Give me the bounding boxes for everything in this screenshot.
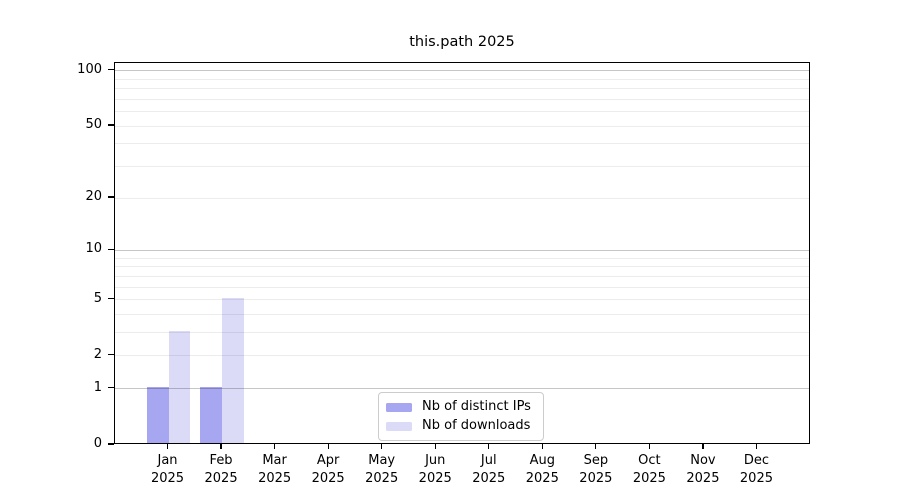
y-gridline-7	[115, 275, 809, 277]
x-tick-label-nov: Nov 2025	[671, 452, 735, 487]
x-tick-month: Apr	[316, 453, 340, 468]
x-tick-year: 2025	[258, 470, 292, 486]
y-gridline-4	[115, 313, 809, 315]
y-gridline-50	[115, 125, 809, 127]
y-gridline-10	[115, 249, 809, 251]
x-tick-label-jul: Jul 2025	[457, 452, 521, 487]
y-gridline-70	[115, 98, 809, 100]
x-tick-label-sep: Sep 2025	[564, 452, 628, 487]
x-tick-month: Jul	[480, 453, 497, 468]
x-tick-month: Oct	[638, 453, 661, 468]
x-tick-year: 2025	[311, 470, 345, 486]
x-tick-label-mar: Mar 2025	[243, 452, 307, 487]
y-gridline-3	[115, 332, 809, 334]
y-tick-mark-0	[108, 443, 114, 445]
x-tick-year: 2025	[525, 470, 559, 486]
y-tick-label-5: 5	[93, 290, 102, 306]
x-tick-label-dec: Dec 2025	[724, 452, 788, 487]
x-tick-mark-apr	[327, 444, 329, 449]
bar-downloads-jan	[168, 330, 191, 443]
plot-area	[114, 62, 810, 444]
y-tick-label-0: 0	[93, 436, 102, 451]
x-tick-mark-feb	[220, 444, 222, 449]
y-tick-mark-20	[108, 196, 114, 198]
y-tick-mark-50	[108, 124, 114, 126]
y-gridline-100	[115, 70, 809, 72]
y-gridline-20	[115, 197, 809, 199]
y-tick-mark-5	[108, 298, 114, 300]
x-tick-label-jun: Jun 2025	[403, 452, 467, 487]
x-tick-label-apr: Apr 2025	[296, 452, 360, 487]
x-tick-mark-jan	[166, 444, 169, 449]
x-tick-year: 2025	[472, 470, 506, 486]
y-tick-label-100: 100	[77, 61, 102, 77]
x-tick-mark-jul	[488, 444, 490, 449]
y-gridline-9	[115, 257, 809, 259]
x-tick-label-jan: Jan 2025	[136, 452, 200, 487]
y-gridline-80	[115, 87, 809, 89]
x-tick-year: 2025	[632, 470, 666, 486]
y-gridline-6	[115, 286, 809, 288]
y-gridline-2	[115, 355, 809, 357]
x-tick-month: Nov	[690, 453, 716, 468]
x-tick-year: 2025	[150, 470, 185, 486]
y-tick-label-10: 10	[85, 241, 102, 257]
chart-title: this.path 2025	[409, 34, 515, 50]
y-tick-label-1: 1	[93, 379, 102, 395]
x-tick-year: 2025	[579, 470, 613, 486]
x-tick-month: Jan	[157, 453, 178, 468]
x-tick-month: Dec	[743, 453, 770, 468]
x-tick-year: 2025	[418, 470, 452, 486]
x-tick-year: 2025	[204, 470, 238, 486]
legend-swatch-distinct-ips	[386, 402, 412, 412]
bar-downloads-feb	[222, 297, 244, 443]
x-tick-label-may: May 2025	[350, 452, 414, 487]
y-gridline-30	[115, 165, 809, 167]
y-tick-mark-100	[108, 68, 114, 71]
y-gridline-40	[115, 143, 809, 145]
legend-label-downloads: Nb of downloads	[422, 418, 531, 433]
y-tick-mark-10	[108, 248, 114, 251]
x-tick-label-oct: Oct 2025	[617, 452, 681, 487]
y-gridline-90	[115, 78, 809, 80]
x-tick-month: Sep	[583, 453, 609, 468]
x-tick-month: Mar	[262, 453, 287, 468]
x-tick-label-feb: Feb 2025	[189, 452, 253, 487]
x-tick-mark-sep	[595, 444, 597, 449]
x-tick-year: 2025	[739, 470, 773, 486]
legend-label-distinct-ips: Nb of distinct IPs	[422, 399, 531, 414]
x-tick-mark-nov	[702, 444, 704, 449]
legend-item-distinct-ips: Nb of distinct IPs	[386, 399, 536, 415]
x-tick-month: Jun	[425, 453, 446, 468]
x-tick-month: Aug	[529, 453, 555, 468]
y-tick-mark-2	[108, 354, 114, 356]
y-tick-mark-1	[108, 387, 114, 389]
bar-distinct-ips-jan	[146, 386, 169, 443]
x-tick-year: 2025	[365, 470, 399, 486]
x-tick-label-aug: Aug 2025	[510, 452, 574, 487]
y-gridline-8	[115, 266, 809, 268]
x-tick-month: Feb	[209, 453, 233, 468]
x-tick-mark-jun	[434, 444, 436, 449]
y-tick-label-20: 20	[85, 189, 102, 204]
legend-swatch-downloads	[386, 421, 412, 431]
y-tick-label-2: 2	[93, 346, 102, 362]
x-tick-mark-aug	[541, 444, 543, 449]
y-gridline-60	[115, 111, 809, 112]
x-tick-year: 2025	[686, 470, 720, 486]
x-tick-mark-mar	[274, 444, 276, 449]
bar-distinct-ips-feb	[200, 386, 223, 443]
y-gridline-5	[115, 299, 809, 301]
x-tick-mark-dec	[755, 444, 758, 449]
x-tick-mark-may	[381, 444, 383, 449]
legend-item-downloads: Nb of downloads	[386, 418, 536, 434]
x-tick-month: May	[368, 453, 396, 468]
y-tick-label-50: 50	[85, 117, 102, 133]
legend: Nb of distinct IPs Nb of downloads	[378, 392, 544, 441]
x-tick-mark-oct	[648, 444, 650, 449]
